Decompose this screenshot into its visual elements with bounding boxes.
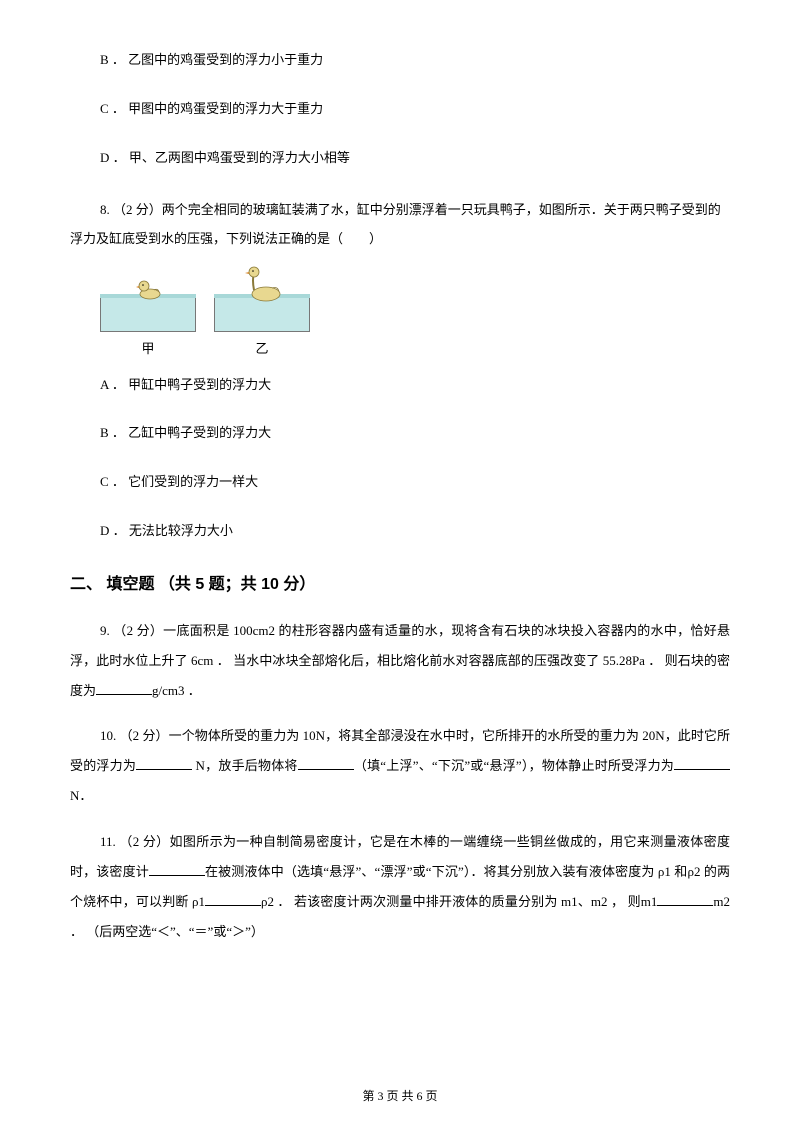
q11: 11. （2 分）如图所示为一种自制简易密度计，它是在木棒的一端缠绕一些铜丝做成…	[70, 827, 730, 947]
q8-option-c: C ． 它们受到的浮力一样大	[70, 472, 730, 493]
q9: 9. （2 分）一底面积是 100cm2 的柱形容器内盛有适量的水，现将含有石块…	[70, 616, 730, 706]
q8-option-b: B ． 乙缸中鸭子受到的浮力大	[70, 423, 730, 444]
q11-blank1[interactable]	[149, 862, 205, 876]
q8-option-a: A ． 甲缸中鸭子受到的浮力大	[70, 375, 730, 396]
q8-stem: 8. （2 分）两个完全相同的玻璃缸装满了水，缸中分别漂浮着一只玩具鸭子，如图所…	[70, 196, 730, 253]
q8-figure: 甲 乙	[100, 272, 730, 357]
q9-post: g/cm3 ．	[152, 683, 201, 698]
section-2-title: 二、 填空题 （共 5 题；共 10 分）	[70, 570, 730, 594]
page-footer: 第 3 页 共 6 页	[0, 1087, 800, 1104]
q11-blank2[interactable]	[205, 892, 261, 906]
tank-yi	[214, 272, 310, 332]
q10-p4: N．	[70, 788, 92, 803]
duck-big-icon	[242, 266, 282, 302]
q7-option-d: D ． 甲、乙两图中鸡蛋受到的浮力大小相等	[70, 148, 730, 169]
q10-p2: N，放手后物体将	[192, 758, 298, 773]
tank-jia	[100, 272, 196, 332]
q10-p3: （填“上浮”、“下沉”或“悬浮”），物体静止时所受浮力为	[354, 758, 674, 773]
q7-option-b: B ． 乙图中的鸡蛋受到的浮力小于重力	[70, 50, 730, 71]
q8-figure-jia: 甲	[100, 272, 196, 357]
fig-label-yi: 乙	[255, 338, 268, 357]
q8-figure-yi: 乙	[214, 272, 310, 357]
q10: 10. （2 分）一个物体所受的重力为 10N，将其全部浸没在水中时，它所排开的…	[70, 721, 730, 811]
q9-blank[interactable]	[96, 681, 152, 695]
q7-option-c: C ． 甲图中的鸡蛋受到的浮力大于重力	[70, 99, 730, 120]
q8-option-d: D ． 无法比较浮力大小	[70, 521, 730, 542]
duck-small-icon	[136, 278, 162, 300]
fig-label-jia: 甲	[141, 338, 154, 357]
q11-p3: ρ2 ． 若该密度计两次测量中排开液体的质量分别为 m1、m2 ， 则m1	[261, 894, 657, 909]
q10-blank2[interactable]	[298, 756, 354, 770]
q10-blank3[interactable]	[674, 756, 730, 770]
q11-blank3[interactable]	[657, 892, 713, 906]
q10-blank1[interactable]	[136, 756, 192, 770]
